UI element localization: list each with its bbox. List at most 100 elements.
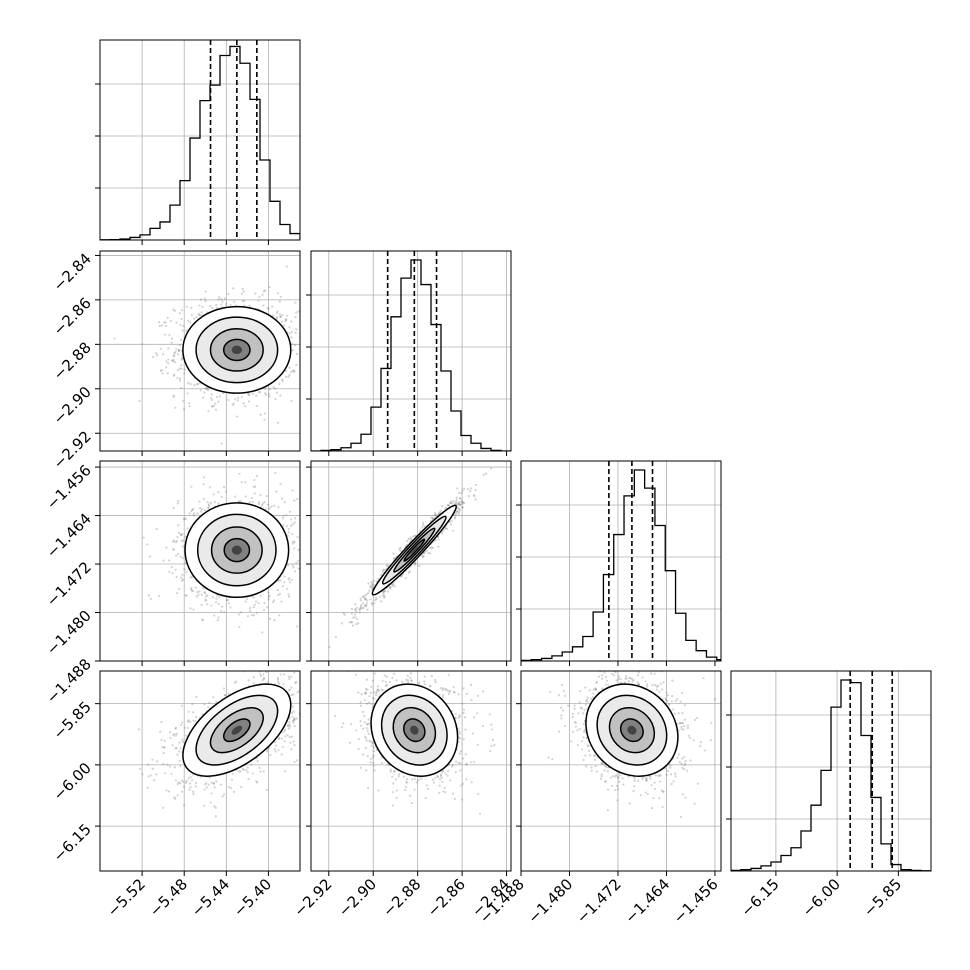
sample-point [173, 351, 176, 355]
sample-point [292, 740, 295, 743]
sample-point [370, 602, 373, 605]
sample-point [353, 608, 357, 611]
sample-point [232, 665, 234, 667]
sample-point [269, 753, 272, 757]
sample-point [439, 509, 442, 512]
sample-point [181, 738, 184, 741]
sample-point [294, 315, 297, 319]
sample-point [296, 625, 299, 628]
sample-point [199, 313, 202, 316]
sample-point [287, 595, 291, 598]
sample-point [265, 494, 268, 498]
sample-point [260, 503, 264, 506]
sample-point [220, 610, 223, 613]
sample-point [220, 605, 224, 608]
sample-point [177, 353, 180, 356]
sample-point [233, 495, 237, 498]
sample-point [292, 369, 295, 372]
sample-point [239, 499, 242, 503]
sample-point [255, 394, 258, 397]
sample-point [382, 568, 386, 571]
sample-point [287, 375, 290, 379]
sample-point [301, 301, 303, 303]
sample-point [427, 551, 430, 555]
sample-point [174, 727, 177, 730]
sample-point [176, 592, 179, 595]
sample-point [178, 379, 182, 382]
sample-point [295, 561, 298, 565]
sample-point [257, 665, 259, 667]
sample-point [448, 520, 451, 524]
sample-point [210, 604, 213, 607]
sample-point [421, 554, 424, 557]
sample-point [305, 353, 307, 355]
sample-point [218, 395, 221, 398]
sample-point [293, 370, 296, 373]
sample-point [367, 592, 370, 595]
sample-point [288, 510, 292, 513]
sample-point [350, 607, 354, 610]
sample-point [430, 516, 433, 519]
sample-point [364, 597, 367, 600]
sample-point [358, 608, 361, 611]
sample-point [241, 287, 244, 290]
sample-point [203, 591, 206, 594]
sample-point [275, 391, 279, 394]
sample-point [364, 598, 368, 601]
sample-point [296, 759, 299, 762]
sample-point [198, 304, 201, 307]
sample-point [254, 485, 257, 488]
sample-point [287, 531, 290, 534]
sample-point [292, 721, 295, 724]
sample-point [360, 604, 363, 607]
sample-point [453, 516, 456, 519]
sample-point [266, 306, 269, 310]
sample-point [352, 616, 355, 619]
sample-point [392, 582, 395, 586]
sample-point [285, 525, 289, 528]
sample-point [254, 292, 257, 295]
sample-point [242, 402, 245, 405]
sample-point [165, 546, 168, 549]
sample-point [288, 373, 291, 377]
sample-point [201, 587, 205, 590]
sample-point [254, 600, 258, 603]
sample-point [297, 548, 300, 551]
sample-point [385, 564, 389, 567]
sample-point [182, 400, 185, 403]
sample-point [263, 412, 266, 415]
sample-point [302, 552, 304, 554]
contour-line-3 [182, 305, 292, 394]
sample-point [279, 483, 282, 486]
sample-point [223, 793, 226, 796]
sample-point [438, 511, 441, 514]
sample-point [194, 586, 197, 589]
sample-point [474, 488, 477, 492]
sample-point [409, 538, 412, 541]
sample-point [113, 337, 116, 340]
sample-point [208, 486, 211, 489]
sample-point [202, 497, 205, 500]
sample-point [182, 518, 186, 521]
sample-point [282, 524, 285, 527]
sample-point [248, 304, 251, 307]
sample-point [461, 506, 464, 509]
sample-point [285, 514, 288, 517]
sample-point [180, 358, 183, 361]
sample-point [461, 489, 464, 492]
sample-point [457, 506, 460, 509]
sample-point [179, 782, 182, 785]
sample-point [281, 585, 284, 588]
sample-point [195, 316, 198, 319]
sample-point [231, 403, 234, 406]
sample-point [244, 405, 247, 408]
sample-point [364, 604, 367, 607]
sample-point [277, 680, 280, 684]
sample-point [172, 358, 175, 361]
sample-point [434, 538, 437, 542]
contour-line-0 [222, 338, 251, 362]
sample-point [327, 352, 329, 354]
sample-point [213, 614, 216, 617]
sample-point [178, 587, 181, 591]
sample-point [242, 768, 245, 771]
